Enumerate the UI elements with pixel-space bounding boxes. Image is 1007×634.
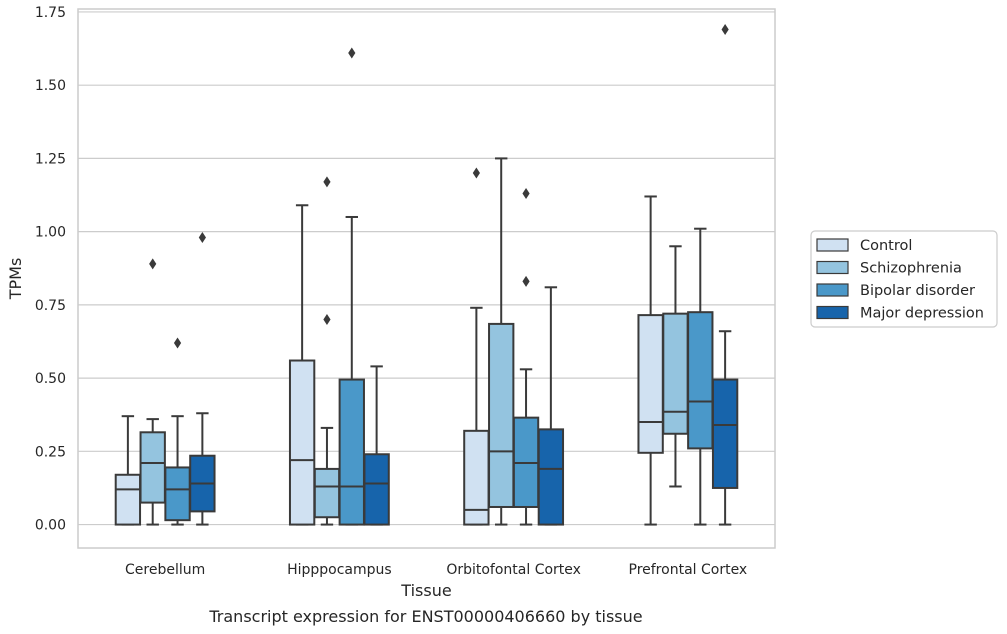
box-body [537,428,565,526]
outlier-point [173,337,182,349]
box-1-2 [488,157,515,526]
x-tick-label-3: Prefrontal Cortex [629,562,748,578]
outlier-point [472,167,480,179]
box-0-1 [288,204,316,526]
box-body [637,314,664,454]
y-tick-labels: 0.00 0.25 0.50 0.75 1.00 1.25 1.50 1.75 [35,5,66,534]
box-body [114,473,142,526]
box-3-3 [711,24,739,526]
box-1-0 [139,258,166,526]
legend-swatch-2 [816,283,849,297]
box-3-1 [363,365,390,526]
box-body [139,431,166,504]
x-tick-label-1: Hipppocampus [287,562,392,578]
legend: Control Schizophrenia Bipolar disorder Majo… [810,230,998,328]
y-axis-label: TPMs [6,258,25,301]
outlier-point [348,47,356,59]
legend-label-0: Control [860,238,912,254]
plot-frame [77,8,776,549]
box-body [338,378,365,526]
y-tick-label-0: 0.00 [35,518,66,534]
gridlines [78,11,775,526]
y-tick-label-1: 0.25 [35,444,66,460]
x-tick-label-2: Orbitofontal Cortex [446,562,581,578]
y-tick-label-4: 1.00 [35,225,66,241]
box-0-2 [463,167,490,526]
box-body [164,466,191,522]
box-3-0 [189,231,216,526]
box-0-0 [114,415,142,526]
x-tick-labels: Cerebellum Hipppocampus Orbitofontal Corte… [125,562,747,578]
legend-label-1: Schizophrenia [860,261,962,277]
box-body [288,359,316,526]
box-2-0 [164,337,191,526]
box-body [363,453,390,526]
outlier-point [522,188,530,200]
outlier-point [198,231,206,243]
box-body [662,312,689,435]
box-3-2 [537,286,565,526]
outlier-point [149,258,157,270]
box-2-3 [687,227,714,526]
outlier-point [323,314,331,326]
legend-label-2: Bipolar disorder [860,283,975,299]
outlier-point [323,176,331,188]
y-tick-label-7: 1.75 [35,5,66,21]
box-body [687,311,714,450]
outlier-point [522,275,530,287]
box-body [711,378,739,489]
y-tick-label-3: 0.75 [35,298,66,314]
legend-label-3: Major depression [860,306,984,322]
legend-frame [810,230,998,328]
boxes [114,24,739,526]
chart-caption: Transcript expression for ENST0000040666… [208,607,642,626]
box-2-2 [512,188,540,526]
x-tick-label-0: Cerebellum [125,562,205,578]
x-axis-label: Tissue [400,581,451,600]
y-tick-label-5: 1.25 [35,151,66,167]
legend-swatch-0 [816,238,849,252]
y-tick-label-2: 0.50 [35,371,66,387]
box-1-3 [662,245,689,488]
box-1-1 [313,176,341,526]
box-2-1 [338,47,365,526]
box-body [488,322,515,508]
outlier-point [721,24,729,36]
box-0-3 [637,195,664,526]
legend-swatch-1 [816,260,849,275]
legend-swatch-3 [816,305,849,320]
y-tick-label-6: 1.50 [35,78,66,94]
box-body [313,467,341,519]
